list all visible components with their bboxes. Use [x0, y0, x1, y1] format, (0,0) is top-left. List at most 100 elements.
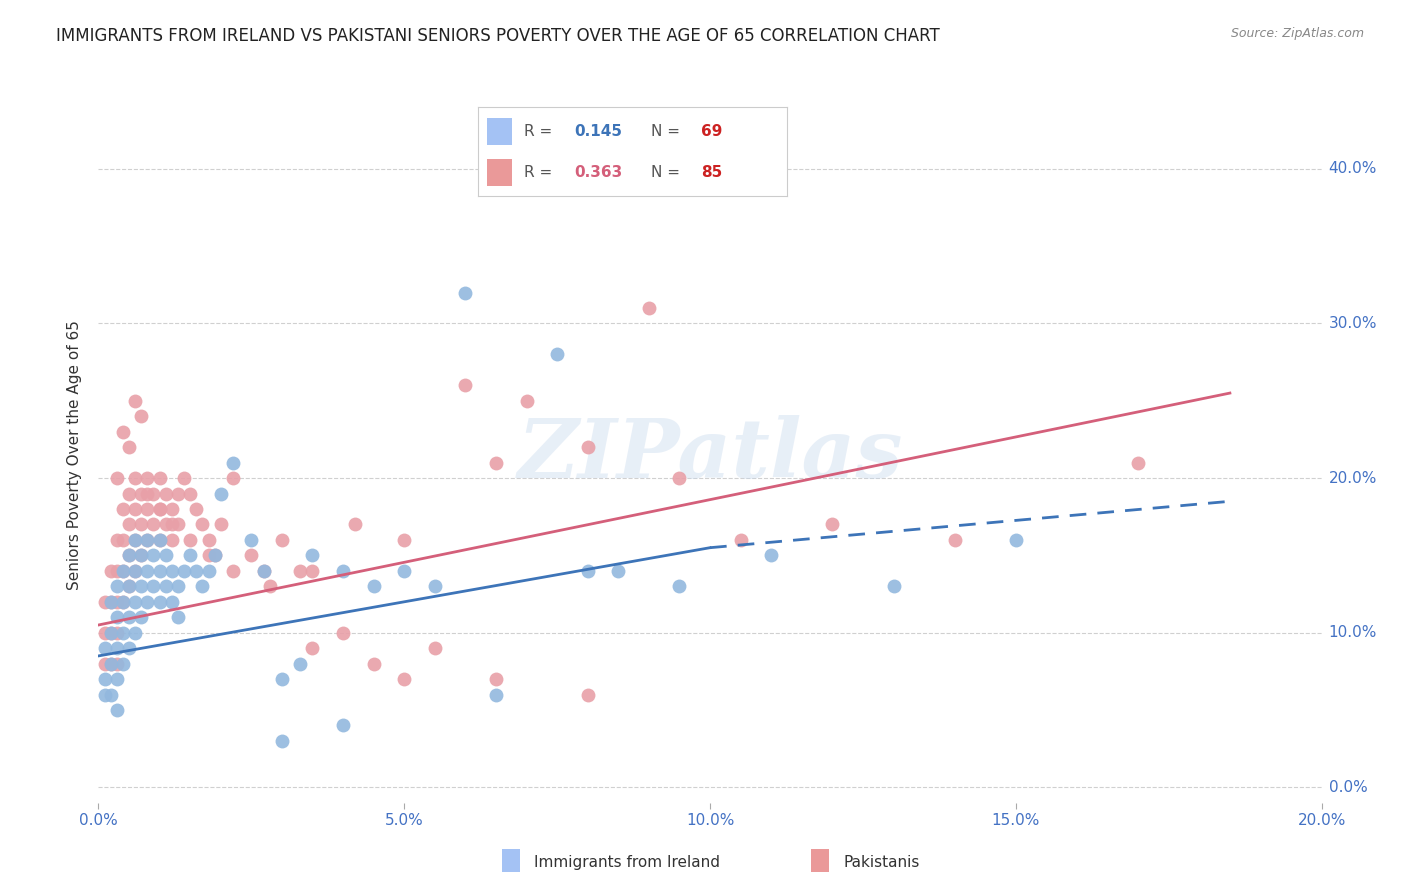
Point	[363, 657, 385, 671]
Point	[149, 595, 172, 609]
Point	[167, 486, 190, 500]
Point	[111, 564, 134, 578]
Point	[392, 672, 416, 686]
Point	[118, 579, 141, 593]
Point	[129, 409, 152, 424]
Point	[105, 610, 128, 624]
Text: N =: N =	[651, 124, 685, 138]
Point	[136, 533, 159, 547]
Point	[100, 657, 122, 671]
Point	[118, 641, 141, 656]
Point	[209, 517, 232, 532]
Point	[93, 595, 115, 609]
Point	[332, 625, 354, 640]
Point	[730, 533, 752, 547]
Point	[485, 672, 508, 686]
Point	[485, 456, 508, 470]
Point	[136, 564, 159, 578]
Point	[129, 486, 152, 500]
Bar	[488, 159, 512, 186]
Point	[100, 625, 122, 640]
Point	[124, 393, 146, 408]
Point	[100, 657, 122, 671]
Point	[124, 533, 146, 547]
Point	[129, 549, 152, 563]
Text: 0.363: 0.363	[574, 165, 623, 179]
Point	[149, 533, 172, 547]
Point	[93, 672, 115, 686]
Text: 40.0%: 40.0%	[1329, 161, 1376, 177]
Point	[332, 564, 354, 578]
Point	[124, 502, 146, 516]
Y-axis label: Seniors Poverty Over the Age of 65: Seniors Poverty Over the Age of 65	[67, 320, 83, 590]
Point	[105, 533, 128, 547]
Point	[204, 549, 226, 563]
Text: 0.145: 0.145	[574, 124, 621, 138]
Text: 10.0%: 10.0%	[1329, 625, 1376, 640]
Point	[142, 579, 165, 593]
Point	[100, 595, 122, 609]
Point	[136, 502, 159, 516]
Point	[124, 533, 146, 547]
Point	[516, 393, 538, 408]
Point	[155, 517, 177, 532]
Point	[111, 657, 134, 671]
Text: ZIPatlas: ZIPatlas	[517, 415, 903, 495]
Point	[576, 440, 599, 454]
Point	[136, 595, 159, 609]
Point	[392, 533, 416, 547]
Point	[637, 301, 661, 315]
Point	[105, 703, 128, 717]
Point	[155, 486, 177, 500]
Point	[423, 641, 446, 656]
Point	[240, 533, 263, 547]
Point	[149, 502, 172, 516]
Point	[197, 564, 219, 578]
Point	[301, 641, 323, 656]
Point	[759, 549, 782, 563]
Point	[129, 610, 152, 624]
Point	[173, 471, 195, 485]
Point	[270, 533, 292, 547]
Point	[142, 486, 165, 500]
Point	[124, 471, 146, 485]
Text: Source: ZipAtlas.com: Source: ZipAtlas.com	[1230, 27, 1364, 40]
Text: Immigrants from Ireland: Immigrants from Ireland	[534, 855, 720, 870]
Point	[943, 533, 966, 547]
Point	[179, 533, 201, 547]
Point	[179, 549, 201, 563]
Point	[173, 564, 195, 578]
Point	[167, 610, 190, 624]
Text: IMMIGRANTS FROM IRELAND VS PAKISTANI SENIORS POVERTY OVER THE AGE OF 65 CORRELAT: IMMIGRANTS FROM IRELAND VS PAKISTANI SEN…	[56, 27, 941, 45]
Point	[191, 517, 214, 532]
Point	[155, 549, 177, 563]
Point	[105, 579, 128, 593]
Point	[118, 579, 141, 593]
Point	[111, 625, 134, 640]
Point	[124, 625, 146, 640]
Point	[160, 595, 183, 609]
Point	[191, 579, 214, 593]
Point	[222, 564, 245, 578]
Point	[111, 564, 134, 578]
Point	[93, 688, 115, 702]
Point	[136, 471, 159, 485]
Point	[240, 549, 263, 563]
Point	[363, 579, 385, 593]
Point	[124, 564, 146, 578]
Point	[883, 579, 905, 593]
Point	[167, 517, 190, 532]
Point	[423, 579, 446, 593]
Point	[129, 549, 152, 563]
Point	[454, 285, 477, 300]
Point	[290, 657, 312, 671]
Point	[1128, 456, 1150, 470]
Point	[142, 549, 165, 563]
Point	[111, 595, 134, 609]
Point	[111, 502, 134, 516]
Point	[576, 564, 599, 578]
Point	[129, 579, 152, 593]
Point	[607, 564, 630, 578]
Point	[118, 440, 141, 454]
Point	[252, 564, 274, 578]
